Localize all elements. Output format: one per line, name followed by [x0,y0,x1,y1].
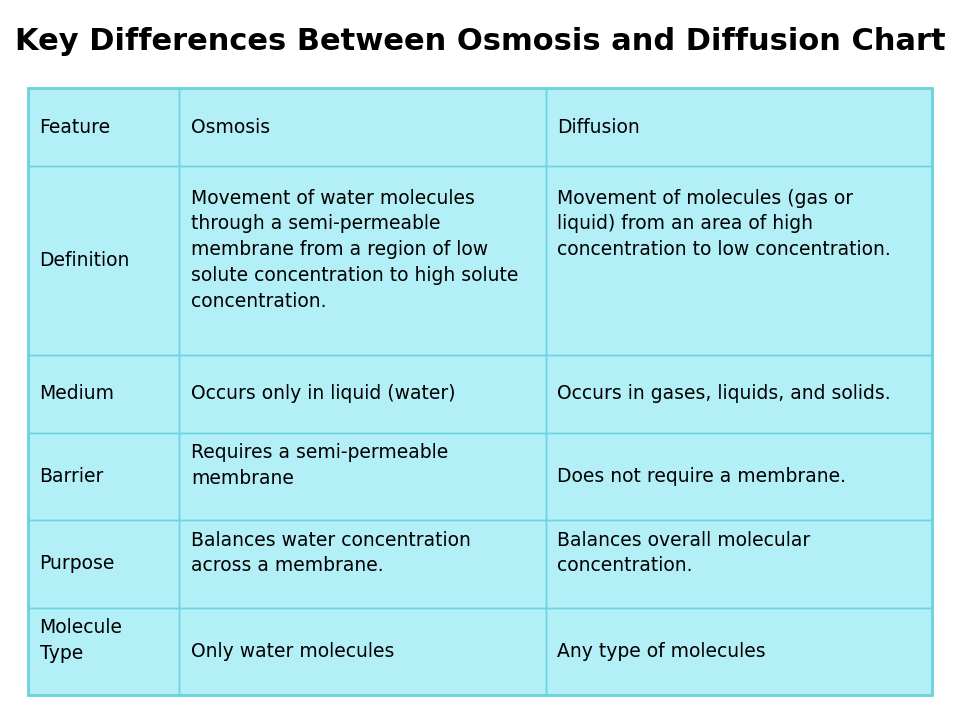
Text: Any type of molecules: Any type of molecules [558,642,766,661]
Text: Only water molecules: Only water molecules [191,642,395,661]
Text: Movement of molecules (gas or
liquid) from an area of high
concentration to low : Movement of molecules (gas or liquid) fr… [558,189,891,259]
Text: Purpose: Purpose [39,554,115,573]
Text: Molecule
Type: Molecule Type [39,618,123,663]
Text: Does not require a membrane.: Does not require a membrane. [558,467,847,486]
Text: Osmosis: Osmosis [191,117,270,137]
Text: Requires a semi-permeable
membrane: Requires a semi-permeable membrane [191,444,448,488]
Text: Occurs in gases, liquids, and solids.: Occurs in gases, liquids, and solids. [558,384,891,403]
Text: Medium: Medium [39,384,114,403]
Text: Balances overall molecular
concentration.: Balances overall molecular concentration… [558,531,811,575]
Text: Occurs only in liquid (water): Occurs only in liquid (water) [191,384,455,403]
Text: Feature: Feature [39,117,110,137]
Text: Balances water concentration
across a membrane.: Balances water concentration across a me… [191,531,470,575]
Text: Movement of water molecules
through a semi-permeable
membrane from a region of l: Movement of water molecules through a se… [191,189,518,311]
Text: Diffusion: Diffusion [558,117,640,137]
Text: Barrier: Barrier [39,467,104,486]
Text: Definition: Definition [39,251,130,270]
Text: Key Differences Between Osmosis and Diffusion Chart: Key Differences Between Osmosis and Diff… [14,27,946,56]
